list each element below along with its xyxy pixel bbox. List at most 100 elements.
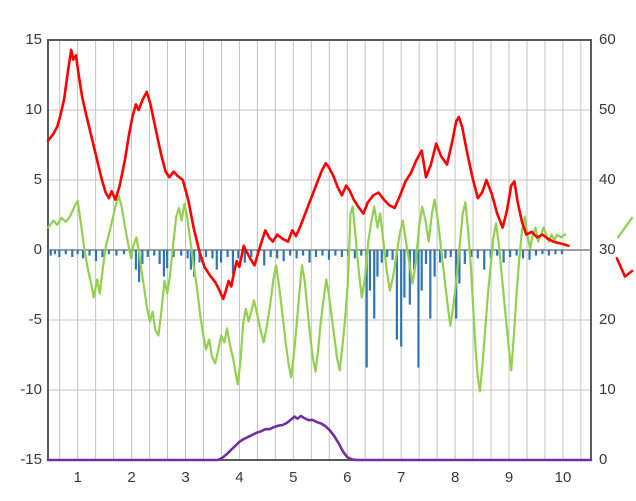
- blue-bars: [172, 250, 175, 257]
- blue-bars: [433, 250, 436, 277]
- blue-bars: [115, 250, 118, 256]
- blue-bars: [429, 250, 432, 319]
- y-left-tick-label: 10: [25, 101, 42, 118]
- blue-bars: [391, 250, 394, 260]
- y-left-tick-label: 15: [25, 31, 42, 48]
- blue-bars: [395, 250, 398, 340]
- blue-bars: [237, 250, 240, 259]
- x-tick-label: 2: [127, 469, 135, 486]
- blue-bars: [58, 250, 61, 257]
- y-right-tick-label: 40: [599, 171, 616, 188]
- blue-bars: [314, 250, 318, 257]
- blue-bars: [276, 250, 279, 259]
- blue-bars: [483, 250, 486, 270]
- blue-bars: [158, 250, 161, 264]
- red-line-edge-mark: [615, 257, 634, 278]
- blue-bars: [289, 250, 292, 256]
- blue-bars: [71, 250, 74, 257]
- blue-bars: [49, 250, 52, 256]
- blue-bars: [321, 250, 324, 256]
- blue-bars: [141, 250, 144, 264]
- y-left-tick-label: -10: [20, 381, 42, 398]
- red-line: [46, 48, 570, 301]
- blue-bars: [134, 250, 137, 270]
- blue-bars: [408, 250, 411, 305]
- blue-bars: [458, 250, 461, 284]
- blue-bars: [449, 250, 452, 257]
- blue-bars: [186, 250, 189, 259]
- blue-bars: [153, 250, 156, 256]
- blue-bars: [53, 250, 57, 255]
- y-right-tick-label: 10: [599, 381, 616, 398]
- blue-bars: [122, 250, 126, 255]
- blue-bars: [166, 250, 169, 269]
- blue-bars: [496, 250, 499, 256]
- y-left-tick-label: -5: [29, 311, 42, 328]
- y-right-tick-label: 20: [599, 311, 616, 328]
- x-tick-label: 7: [397, 469, 405, 486]
- blue-bars: [476, 250, 479, 259]
- blue-bars: [470, 250, 473, 257]
- blue-bars: [547, 250, 551, 256]
- x-tick-label: 8: [451, 469, 459, 486]
- blue-bars: [334, 250, 337, 256]
- blue-bars: [295, 250, 298, 259]
- blue-bars: [560, 250, 563, 255]
- y-left-tick-label: -15: [20, 451, 42, 468]
- snow-depth-purple-line: [46, 414, 593, 462]
- y-right-tick-label: 50: [599, 101, 616, 118]
- green-line-edge-mark: [616, 216, 634, 239]
- x-tick-label: 10: [555, 469, 572, 486]
- y-left-tick-label: 5: [34, 171, 42, 188]
- blue-bars: [376, 250, 379, 277]
- blue-bars: [400, 250, 403, 347]
- blue-bars: [380, 250, 383, 263]
- blue-bars: [438, 250, 442, 263]
- blue-bars: [211, 250, 214, 259]
- x-tick-label: 6: [343, 469, 351, 486]
- blue-bars: [64, 250, 67, 255]
- y-right-tick-label: 30: [599, 241, 616, 258]
- green-line: [46, 194, 567, 393]
- blue-bars: [204, 250, 208, 257]
- blue-bars: [215, 250, 218, 270]
- blue-bars: [162, 250, 166, 277]
- x-tick-label: 5: [289, 469, 297, 486]
- blue-bars: [250, 250, 253, 257]
- blue-bars: [502, 250, 505, 263]
- blue-bars: [417, 250, 420, 368]
- blue-bars: [107, 250, 111, 255]
- blue-bars: [403, 250, 406, 298]
- blue-bars: [463, 250, 466, 264]
- blue-bars: [189, 250, 192, 270]
- blue-bars: [301, 250, 305, 256]
- blue-bars: [101, 250, 104, 257]
- blue-bars: [180, 250, 183, 256]
- blue-bars: [541, 250, 544, 255]
- blue-bars: [373, 250, 376, 319]
- blue-bars: [509, 250, 512, 257]
- blue-bars: [420, 250, 423, 291]
- blue-bars: [219, 250, 223, 263]
- x-tick-label: 1: [73, 469, 81, 486]
- blue-bars: [269, 250, 272, 257]
- blue-bars: [353, 250, 356, 259]
- blue-bars: [365, 250, 368, 368]
- blue-bars: [263, 250, 266, 266]
- blue-bars: [360, 250, 363, 256]
- blue-bars: [76, 250, 79, 255]
- y-left-tick-label: 0: [34, 241, 42, 258]
- blue-bars: [386, 250, 389, 257]
- x-tick-label: 4: [235, 469, 243, 486]
- y-right-tick-label: 0: [599, 451, 607, 468]
- blue-bars: [515, 250, 518, 256]
- blue-bars: [88, 250, 91, 256]
- blue-bars: [308, 250, 311, 263]
- x-tick-label: 9: [505, 469, 513, 486]
- blue-bars: [243, 250, 246, 263]
- blue-bars: [231, 250, 235, 274]
- y-right-tick-label: 60: [599, 31, 616, 48]
- blue-bars: [226, 250, 229, 257]
